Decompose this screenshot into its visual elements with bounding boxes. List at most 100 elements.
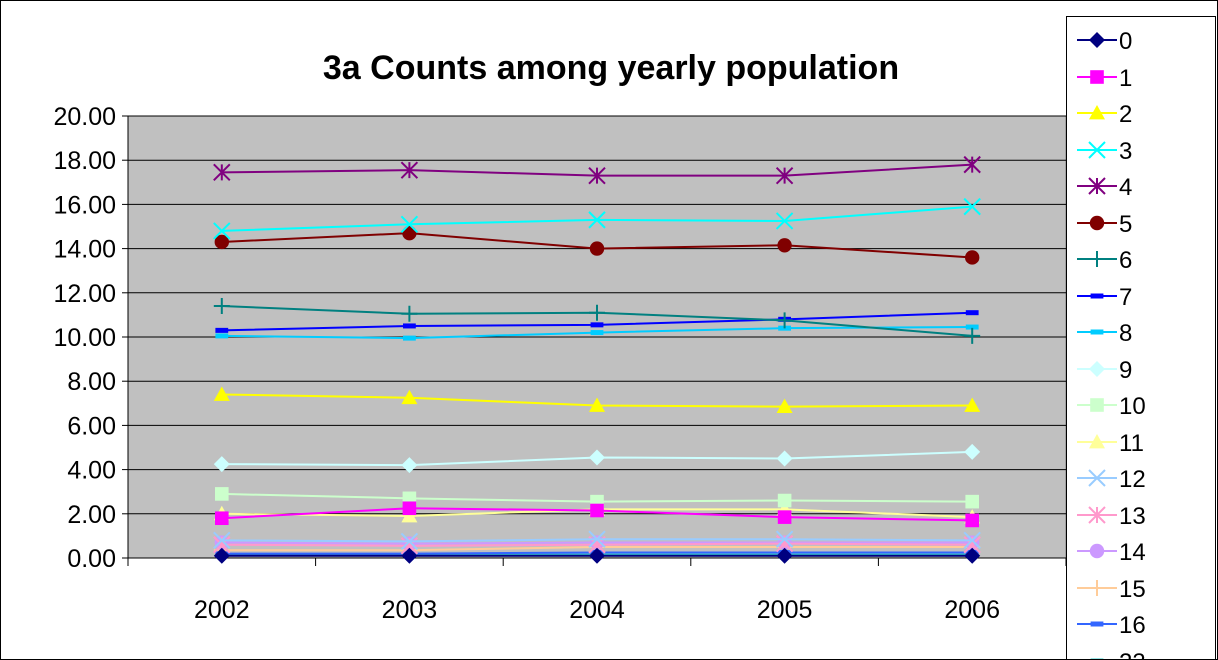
legend-item: 1 [1067, 59, 1215, 95]
legend-label: 4 [1119, 174, 1133, 201]
legend-label: 7 [1119, 283, 1133, 311]
series-6 [213, 298, 981, 344]
data-point [213, 298, 230, 315]
data-point [777, 238, 792, 253]
legend-swatch [1077, 293, 1117, 298]
data-point [400, 532, 419, 551]
legend-swatch [1077, 215, 1117, 230]
data-point [964, 397, 981, 412]
data-point [964, 443, 981, 460]
chart-title: 3a Counts among yearly population [323, 49, 899, 87]
legend-label: 13 [1119, 502, 1146, 530]
data-point [588, 211, 606, 229]
legend-marker [1090, 293, 1104, 298]
data-point [588, 166, 606, 185]
legend-label: 15 [1119, 575, 1146, 603]
x-tick-label: 2004 [569, 596, 625, 624]
data-point [775, 212, 794, 230]
legend-item: 7 [1067, 278, 1215, 314]
x-tick-label: 2005 [757, 596, 813, 624]
data-point [215, 511, 229, 526]
y-tick-label: 2.00 [67, 501, 116, 529]
series-0 [213, 547, 981, 564]
series-4 [213, 155, 981, 185]
data-point [213, 163, 231, 182]
data-point [776, 312, 793, 329]
y-tick-label: 6.00 [67, 412, 116, 440]
legend-label: 6 [1119, 247, 1133, 274]
data-point [213, 222, 231, 240]
y-tick-label: 14.00 [53, 236, 116, 264]
series-9 [213, 443, 981, 474]
legend-marker [1089, 251, 1105, 267]
data-point [401, 547, 418, 564]
legend-marker [1089, 32, 1105, 48]
legend-swatch [1077, 505, 1117, 524]
legend-swatch [1090, 658, 1104, 659]
legend-marker [1089, 360, 1105, 377]
data-point [965, 324, 979, 330]
data-point [777, 510, 792, 524]
y-tick-label: 0.00 [67, 545, 116, 573]
y-tick-label: 4.00 [67, 457, 116, 485]
legend-swatch [1077, 543, 1117, 559]
legend-label: 14 [1119, 539, 1146, 566]
legend-marker [1090, 69, 1104, 84]
y-tick-label: 10.00 [53, 324, 116, 352]
data-point [213, 386, 230, 401]
legend-swatch [1077, 69, 1117, 84]
data-point [213, 456, 230, 473]
legend-swatch [1077, 251, 1117, 267]
legend-item: 4 [1067, 168, 1215, 204]
data-point [965, 250, 980, 265]
data-point [589, 241, 605, 256]
data-point [401, 508, 418, 523]
legend-label: 16 [1119, 612, 1146, 639]
legend-item: 3 [1067, 132, 1215, 168]
y-tick-label: 12.00 [53, 280, 116, 308]
legend-marker [1090, 658, 1104, 659]
y-tick-label: 20.00 [53, 103, 116, 131]
data-point [400, 215, 419, 233]
legend-label: 10 [1119, 393, 1146, 420]
legend-marker [1089, 215, 1105, 230]
legend-swatch [1077, 105, 1117, 120]
legend-item: 2 [1067, 95, 1215, 131]
plot-area: 0.00 2.00 4.00 6.00 8.00 10.00 12.00 14.00 16.00… [53, 103, 1067, 624]
legend-marker [1089, 105, 1105, 120]
data-point [403, 335, 416, 341]
y-tick-label: 8.00 [67, 368, 116, 396]
legend-label: 23 [1119, 649, 1146, 660]
series-2 [213, 386, 981, 414]
data-point [213, 547, 230, 564]
legend-swatch [1077, 32, 1117, 48]
legend-marker [1088, 505, 1106, 524]
data-point [965, 310, 979, 316]
legend-marker [1088, 469, 1106, 487]
data-point [215, 487, 229, 501]
data-point [965, 494, 979, 509]
legend-label: 1 [1119, 64, 1133, 92]
legend-swatch [1077, 469, 1117, 487]
legend-item: 9 [1067, 351, 1215, 387]
data-point [776, 450, 793, 467]
data-point [775, 530, 794, 548]
data-point [214, 234, 229, 250]
legend-swatch [1077, 579, 1117, 596]
legend-marker [1089, 433, 1105, 448]
data-point [963, 155, 981, 174]
data-point [402, 501, 417, 516]
legend-marker [1088, 140, 1106, 159]
legend-marker [1090, 329, 1104, 335]
legend-swatch [1077, 398, 1117, 412]
legend-marker [1089, 543, 1105, 559]
y-tick-label: 16.00 [53, 191, 116, 219]
x-tick-label: 2003 [382, 596, 438, 624]
data-point [403, 323, 416, 329]
data-point [401, 305, 418, 322]
legend-item: 6 [1067, 241, 1215, 277]
data-point [213, 531, 231, 550]
data-point [401, 389, 418, 405]
legend-label: 11 [1119, 429, 1144, 457]
